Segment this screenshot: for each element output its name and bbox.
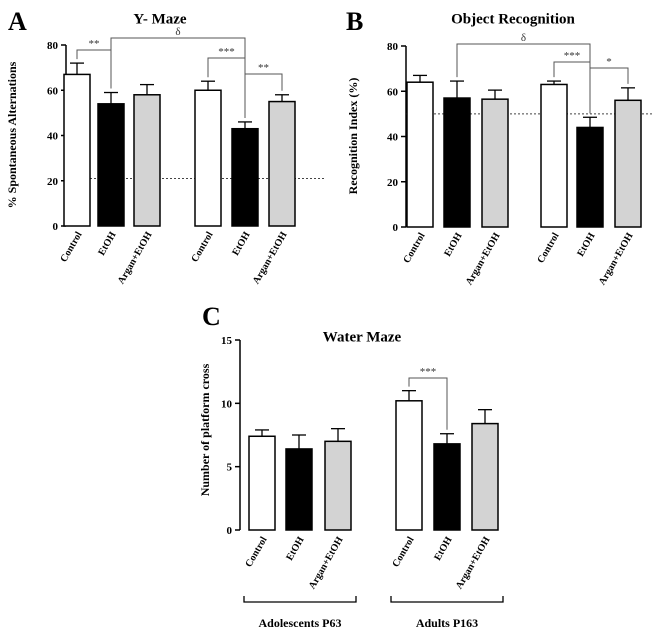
group-label: Adolescents P63 — [259, 616, 342, 630]
category-label: Argan+EtOH — [454, 535, 493, 591]
bar-etoh — [576, 126, 604, 228]
significance-label: *** — [218, 46, 235, 58]
bar-control — [63, 73, 91, 227]
y-tick-label: 0 — [227, 525, 233, 537]
y-tick-label: 5 — [227, 462, 233, 474]
significance-bracket — [589, 67, 629, 114]
y-tick-label: 15 — [221, 335, 233, 347]
category-label: Control — [58, 230, 84, 264]
significance-bracket — [408, 377, 448, 430]
bar-etoh — [443, 97, 471, 228]
y-tick-label: 40 — [47, 131, 59, 143]
panel-letter: A — [8, 7, 27, 36]
significance-label: * — [606, 56, 612, 68]
category-label: EtOH — [442, 231, 464, 259]
significance-label: *** — [564, 50, 581, 62]
y-tick-label: 20 — [47, 176, 59, 188]
panel-letter: C — [202, 302, 221, 331]
bar-etoh — [231, 127, 259, 227]
y-tick-label: 80 — [387, 41, 399, 53]
bar-control — [540, 83, 568, 228]
category-label: Control — [535, 231, 561, 265]
y-tick-label: 80 — [47, 40, 59, 52]
y-tick-label: 20 — [387, 177, 399, 189]
category-label: Control — [243, 535, 269, 569]
bar-etoh — [285, 448, 313, 531]
category-label: Argan+EtOH — [597, 231, 636, 287]
significance-label: δ — [175, 26, 180, 38]
significance-label: ** — [258, 62, 269, 74]
y-axis-label: % Spontaneous Alternations — [5, 61, 19, 208]
category-label: EtOH — [230, 230, 252, 258]
significance-bracket — [244, 73, 283, 118]
category-label: Argan+EtOH — [116, 230, 155, 286]
group-bracket — [243, 596, 357, 603]
category-label: Control — [189, 230, 215, 264]
significance-label: δ — [521, 32, 526, 44]
category-label: Argan+EtOH — [251, 230, 290, 286]
panel-letter: B — [346, 7, 363, 36]
category-label: Argan+EtOH — [307, 535, 346, 591]
y-tick-label: 0 — [53, 221, 59, 233]
y-tick-label: 40 — [387, 132, 399, 144]
bar-argan — [471, 422, 499, 531]
group-label: Adults P163 — [416, 616, 478, 630]
bar-control — [395, 400, 423, 531]
y-tick-label: 60 — [387, 86, 399, 98]
bar-etoh — [433, 443, 461, 531]
y-axis-label: Number of platform cross — [198, 363, 212, 496]
category-label: Control — [401, 231, 427, 265]
bar-control — [248, 435, 276, 531]
chart-title: Y- Maze — [133, 12, 187, 28]
bar-argan — [268, 100, 296, 227]
group-bracket — [390, 596, 504, 603]
bar-argan — [324, 440, 352, 531]
category-label: EtOH — [284, 535, 306, 563]
y-tick-label: 0 — [393, 222, 399, 234]
bar-argan — [133, 94, 161, 227]
bar-etoh — [97, 103, 125, 227]
significance-label: ** — [89, 38, 100, 50]
chart-title: Water Maze — [323, 330, 402, 346]
category-label: Control — [390, 535, 416, 569]
bar-argan — [614, 99, 642, 228]
category-label: EtOH — [96, 230, 118, 258]
bar-control — [406, 81, 434, 228]
chart-title: Object Recognition — [451, 12, 575, 28]
significance-label: *** — [420, 366, 437, 378]
bar-argan — [481, 98, 509, 228]
bar-control — [194, 89, 222, 227]
category-label: EtOH — [575, 231, 597, 259]
y-axis-label: Recognition Index (%) — [346, 78, 360, 195]
y-tick-label: 60 — [47, 85, 59, 97]
y-tick-label: 10 — [221, 398, 233, 410]
category-label: Argan+EtOH — [464, 231, 503, 287]
category-label: EtOH — [432, 535, 454, 563]
